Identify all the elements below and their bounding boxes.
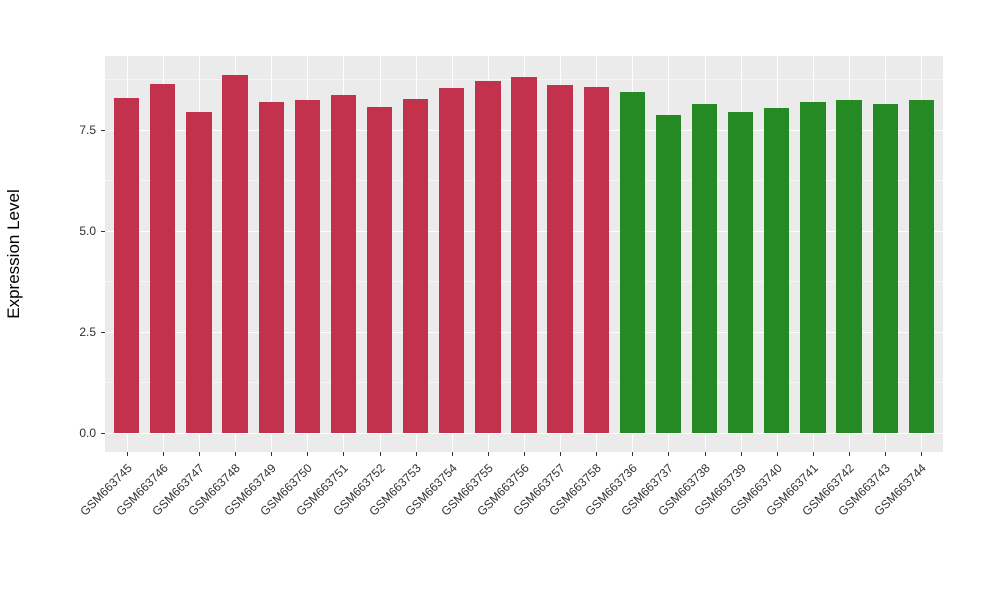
x-tick-mark (668, 452, 670, 456)
bar-GSM663755 (475, 81, 501, 433)
bar-GSM663736 (619, 91, 645, 433)
expression-bar-chart-figure: Expression Level 0.0 2.5 5.0 7.5 GSM663745 GS… (4, 56, 943, 519)
x-tick-label-GSM663753: GSM663753 (365, 461, 424, 519)
x-tick-label-GSM663756: GSM663756 (474, 461, 532, 519)
x-tick-label-GSM663749: GSM663749 (221, 461, 280, 519)
x-tick-mark (162, 452, 164, 456)
x-tick-mark (596, 452, 598, 456)
bar-GSM663744 (908, 100, 934, 433)
x-tick-label-GSM663746: GSM663746 (113, 461, 171, 519)
x-tick-label-GSM663754: GSM663754 (402, 461, 460, 519)
bar-GSM663757 (547, 85, 573, 433)
x-tick-label-GSM663748: GSM663748 (185, 461, 243, 519)
y-tick-label: 7.5 (79, 122, 96, 137)
bar-GSM663753 (402, 99, 429, 433)
y-axis-title-text: Expression Level (4, 189, 23, 319)
bar-GSM663743 (872, 103, 898, 433)
x-tick-mark (126, 452, 128, 456)
bar-GSM663747 (186, 112, 212, 433)
bar-GSM663739 (728, 111, 754, 433)
x-tick-label-GSM663740: GSM663740 (727, 461, 785, 519)
y-tick-mark (101, 129, 105, 131)
x-tick-label-GSM663741: GSM663741 (763, 461, 821, 519)
bar-GSM663748 (222, 74, 248, 433)
x-tick-mark (560, 452, 562, 456)
bar-GSM663741 (800, 102, 826, 433)
x-tick-mark (740, 452, 742, 456)
x-tick-label-GSM663755: GSM663755 (438, 461, 496, 519)
x-tick-mark (921, 452, 923, 456)
x-tick-label-GSM663742: GSM663742 (799, 461, 857, 519)
bar-GSM663749 (258, 101, 284, 433)
y-tick-label: 0.0 (79, 426, 96, 440)
bar-GSM663758 (583, 86, 609, 433)
x-tick-mark (704, 452, 706, 456)
x-tick-mark (885, 452, 887, 456)
bar-GSM663756 (511, 76, 537, 433)
x-tick-mark (776, 452, 778, 456)
bar-GSM663751 (330, 94, 357, 433)
x-tick-mark (524, 452, 525, 456)
x-tick-label-GSM663757: GSM663757 (510, 461, 569, 519)
x-tick-label-GSM663739: GSM663739 (691, 461, 749, 519)
bar-GSM663738 (691, 104, 718, 433)
y-tick-mark (101, 230, 105, 232)
x-tick-mark (632, 452, 634, 456)
bar-GSM663754 (439, 88, 465, 433)
x-tick-label-GSM663747: GSM663747 (149, 461, 207, 519)
bar-GSM663742 (836, 100, 862, 433)
x-tick-mark (307, 452, 309, 456)
x-tick-mark (235, 452, 237, 456)
x-tick-label-GSM663745: GSM663745 (77, 461, 135, 519)
plot-panel (105, 56, 943, 452)
x-tick-mark (451, 452, 453, 456)
bar-GSM663752 (366, 106, 393, 433)
y-tick-label: 2.5 (79, 324, 96, 339)
x-tick-mark (343, 452, 345, 456)
x-tick-mark (812, 452, 814, 456)
bar-GSM663740 (764, 107, 790, 433)
x-tick-mark (379, 452, 381, 456)
y-tick-mark (101, 331, 105, 333)
bar-GSM663745 (114, 97, 140, 433)
bar-GSM663746 (150, 84, 176, 433)
x-tick-mark (487, 452, 489, 456)
x-tick-mark (271, 452, 273, 456)
x-tick-mark (849, 452, 851, 456)
y-tick-mark (101, 433, 105, 434)
x-tick-mark (198, 452, 200, 456)
bar-GSM663750 (294, 100, 320, 433)
y-tick-label: 5.0 (79, 223, 96, 238)
x-tick-mark (415, 452, 417, 456)
bar-GSM663737 (655, 114, 682, 433)
